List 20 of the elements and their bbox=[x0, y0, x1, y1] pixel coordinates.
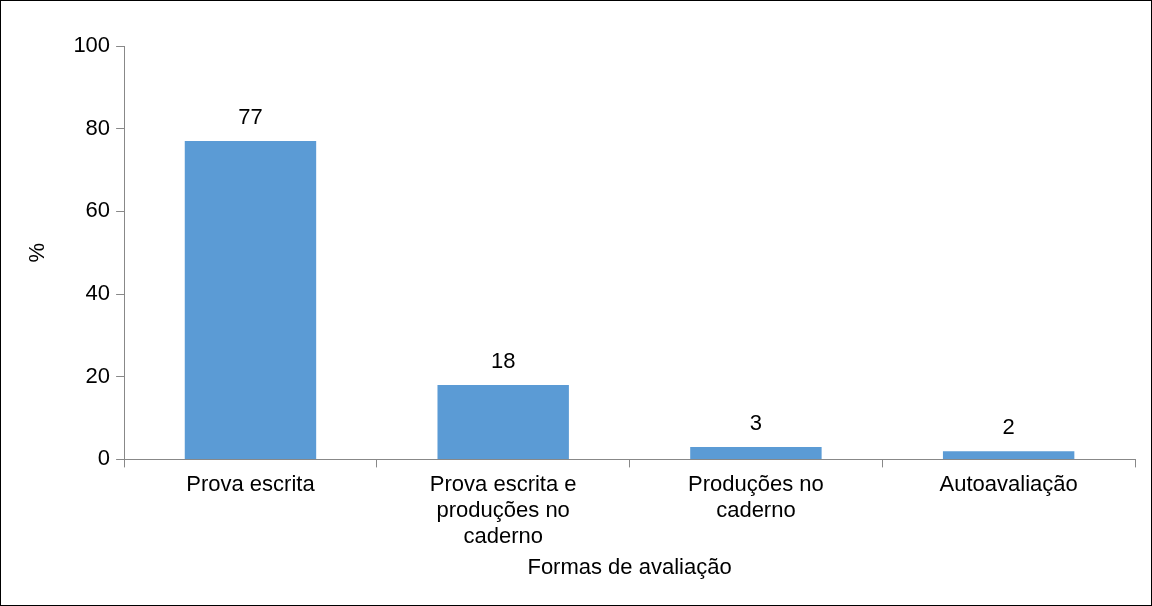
x-tick-label: Autoavaliação bbox=[939, 470, 1078, 496]
y-tick-label: 40 bbox=[85, 280, 111, 306]
x-tick-label: Produções no caderno bbox=[688, 470, 824, 523]
y-tick-label: 20 bbox=[85, 362, 111, 388]
bar bbox=[437, 384, 569, 459]
bar bbox=[184, 141, 317, 459]
y-tick-label: 60 bbox=[85, 197, 111, 223]
data-label: 18 bbox=[490, 348, 516, 374]
bar bbox=[690, 447, 822, 459]
x-tick-label: Prova escrita bbox=[186, 470, 316, 496]
data-label: 77 bbox=[238, 104, 263, 130]
y-tick-label: 80 bbox=[85, 114, 111, 140]
y-axis-title: % bbox=[24, 242, 50, 263]
data-label: 3 bbox=[749, 410, 763, 436]
x-tick-label: Prova escrita e produções no caderno bbox=[429, 470, 577, 549]
x-axis-title: Formas de avaliação bbox=[527, 553, 732, 579]
y-tick-label: 100 bbox=[73, 32, 111, 58]
y-tick-label: 0 bbox=[97, 445, 111, 471]
bar bbox=[942, 451, 1075, 459]
data-label: 2 bbox=[1002, 414, 1015, 440]
